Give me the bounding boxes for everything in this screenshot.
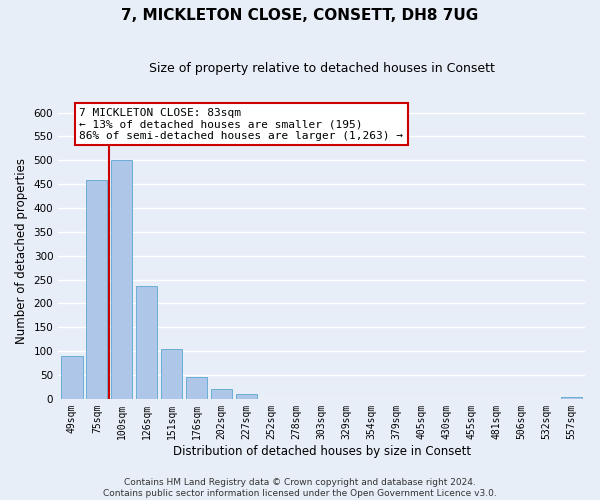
Bar <box>61 356 83 399</box>
Bar <box>236 394 257 399</box>
Text: 7, MICKLETON CLOSE, CONSETT, DH8 7UG: 7, MICKLETON CLOSE, CONSETT, DH8 7UG <box>121 8 479 22</box>
Y-axis label: Number of detached properties: Number of detached properties <box>15 158 28 344</box>
Bar <box>186 378 208 399</box>
Bar <box>136 286 157 399</box>
X-axis label: Distribution of detached houses by size in Consett: Distribution of detached houses by size … <box>173 444 470 458</box>
Title: Size of property relative to detached houses in Consett: Size of property relative to detached ho… <box>149 62 494 76</box>
Bar <box>161 349 182 399</box>
Bar <box>111 160 133 399</box>
Bar <box>86 180 107 399</box>
Bar <box>560 398 582 399</box>
Text: 7 MICKLETON CLOSE: 83sqm
← 13% of detached houses are smaller (195)
86% of semi-: 7 MICKLETON CLOSE: 83sqm ← 13% of detach… <box>79 108 403 141</box>
Bar <box>211 390 232 399</box>
Text: Contains HM Land Registry data © Crown copyright and database right 2024.
Contai: Contains HM Land Registry data © Crown c… <box>103 478 497 498</box>
